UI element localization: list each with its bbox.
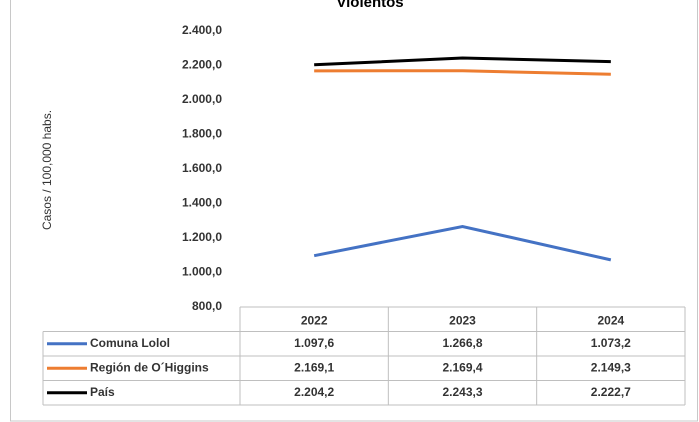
y-tick-label: 1.800,0	[182, 127, 222, 141]
y-tick-label: 2.400,0	[182, 23, 222, 37]
table-value: 2.222,7	[591, 385, 631, 399]
table-value: 2.169,1	[294, 360, 334, 374]
frame	[10, 0, 698, 422]
series-line	[314, 56, 611, 67]
y-tick-label: 1.000,0	[182, 265, 222, 279]
table-value: 2.169,4	[442, 360, 482, 374]
x-tick-label: 2023	[449, 313, 476, 327]
table-value: 1.097,6	[294, 336, 334, 350]
y-tick-label: 1.600,0	[182, 161, 222, 175]
table-value: 1.266,8	[442, 336, 482, 350]
y-tick-label: 1.200,0	[182, 230, 222, 244]
x-tick-label: 2024	[597, 313, 624, 327]
y-tick-label: 2.200,0	[182, 58, 222, 72]
table-value: 2.243,3	[442, 385, 482, 399]
legend-label: Comuna Lolol	[90, 336, 170, 350]
y-axis-title: Casos / 100,000 habs.	[40, 110, 54, 230]
table-value: 2.149,3	[591, 360, 631, 374]
series-line	[314, 69, 611, 76]
y-tick-label: 1.400,0	[182, 196, 222, 210]
legend-label: País	[90, 385, 115, 399]
y-tick-label: 2.000,0	[182, 92, 222, 106]
table-value: 2.204,2	[294, 385, 334, 399]
x-tick-label: 2022	[301, 313, 328, 327]
y-tick-label: 800,0	[192, 299, 222, 313]
series-line	[313, 224, 612, 262]
table-value: 1.073,2	[591, 336, 631, 350]
legend-label: Región de O´Higgins	[90, 360, 209, 374]
chart-title: Violentos	[336, 0, 403, 11]
